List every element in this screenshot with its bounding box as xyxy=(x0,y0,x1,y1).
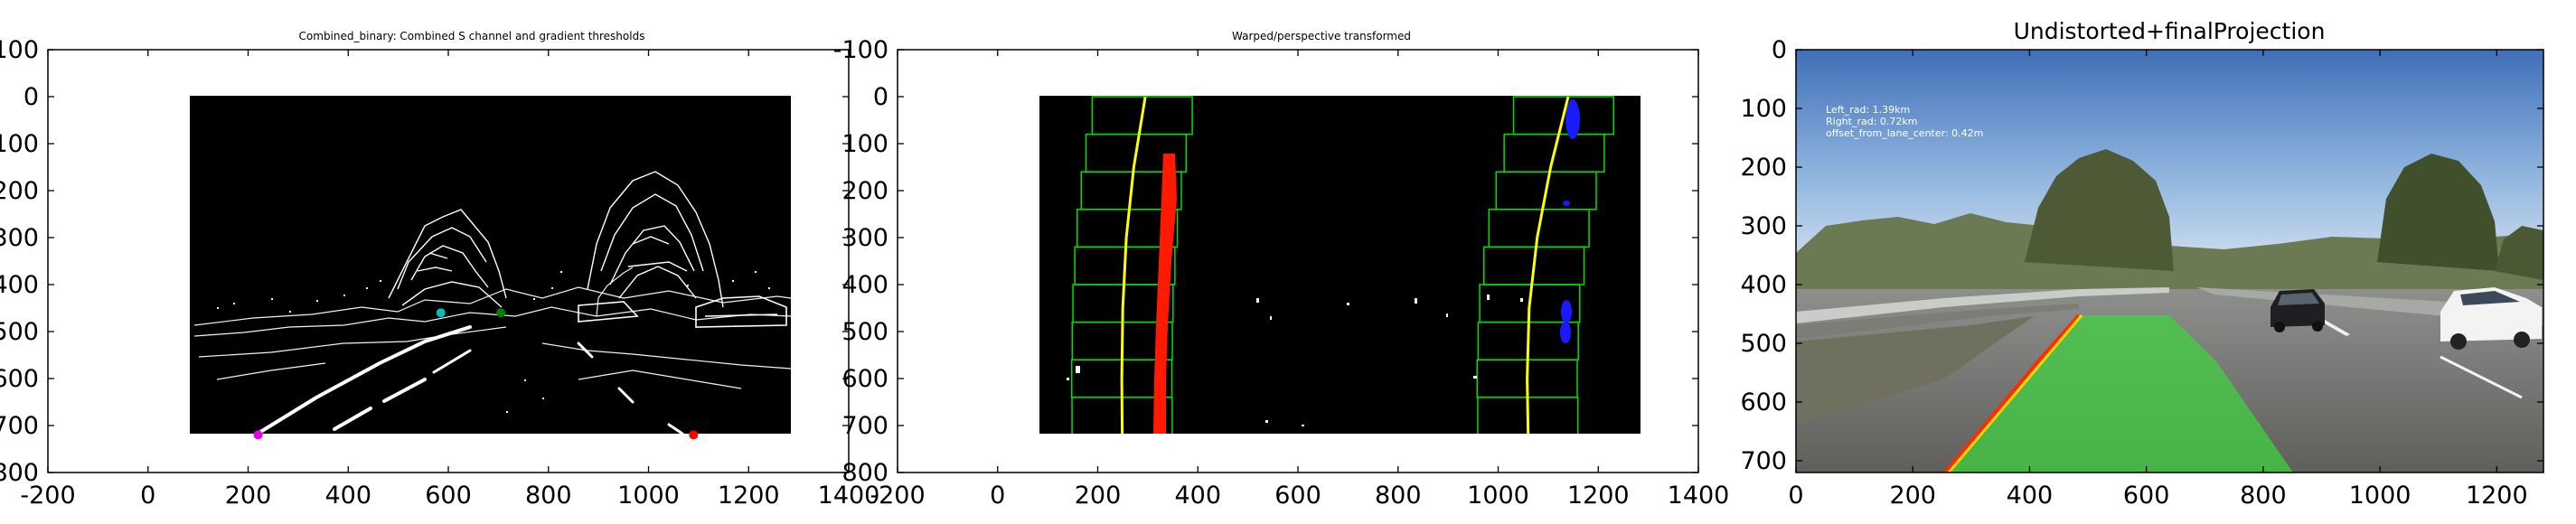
lane-fit-left xyxy=(1120,96,1147,434)
panel-final-projection: Undistorted+finalProjection xyxy=(1740,18,2544,510)
y-tick-label: 300 xyxy=(841,224,888,252)
left-radius-text: Left_rad: 1.39km xyxy=(1826,104,1910,116)
y-tick-label: -100 xyxy=(0,36,39,64)
panel-warped: Warped/perspective transformed xyxy=(833,30,1730,510)
radius-annotations: Left_rad: 1.39km Right_rad: 0.72km offse… xyxy=(1826,104,1983,139)
left-lane-pixels xyxy=(1153,154,1177,434)
y-tick-label: 100 xyxy=(0,130,39,158)
source-point xyxy=(436,308,446,318)
panel1-title: Combined_binary: Combined S channel and … xyxy=(299,30,645,42)
x-tick-label: 400 xyxy=(1174,482,1221,510)
x-tick-label: 1200 xyxy=(1567,482,1630,510)
x-tick-label: 0 xyxy=(140,482,155,510)
x-tick-label: -200 xyxy=(870,482,925,510)
panel1-ticks: -200 0 200 400 600 800 1000 1200 1400 -100 0 100 200… xyxy=(0,36,879,510)
y-tick-label: 700 xyxy=(0,412,39,440)
x-tick-label: 600 xyxy=(1274,482,1321,510)
right-radius-text: Right_rad: 0.72km xyxy=(1826,116,1918,127)
source-point xyxy=(689,430,699,440)
right-lane-pixels xyxy=(1560,99,1580,343)
y-tick-label: 100 xyxy=(841,130,888,158)
warped-image xyxy=(1039,96,1641,434)
lane-fit-lines xyxy=(1120,96,1570,434)
y-tick-label: 400 xyxy=(0,271,39,299)
y-tick-label: 0 xyxy=(1772,36,1787,64)
x-tick-label: -200 xyxy=(20,482,75,510)
x-tick-label: 0 xyxy=(1788,482,1803,510)
y-tick-label: 600 xyxy=(0,365,39,393)
x-tick-label: 800 xyxy=(525,482,572,510)
lane-fit-right xyxy=(1526,96,1570,434)
x-tick-label: 400 xyxy=(324,482,371,510)
y-tick-label: -100 xyxy=(833,36,888,64)
y-tick-label: 300 xyxy=(0,224,39,252)
x-tick-label: 1400 xyxy=(818,482,880,510)
x-tick-label: 1400 xyxy=(1668,482,1730,510)
y-tick-label: 600 xyxy=(1740,388,1787,416)
panel3-title: Undistorted+finalProjection xyxy=(2014,18,2326,44)
x-tick-label: 200 xyxy=(1889,482,1936,510)
y-tick-label: 700 xyxy=(841,412,888,440)
x-tick-label: 0 xyxy=(990,482,1005,510)
y-tick-label: 700 xyxy=(1740,447,1787,475)
y-tick-label: 800 xyxy=(0,459,39,487)
lane-polygon xyxy=(1945,315,2293,473)
x-tick-label: 800 xyxy=(2240,482,2287,510)
y-tick-label: 300 xyxy=(1740,212,1787,240)
lane-offset-text: offset_from_lane_center: 0.42m xyxy=(1826,127,1983,139)
x-tick-label: 800 xyxy=(1375,482,1422,510)
y-tick-label: 200 xyxy=(841,177,888,205)
y-tick-label: 500 xyxy=(1740,330,1787,358)
panel2-ticks: -200 0 200 400 600 800 1000 1200 1400 -100 0 100 200… xyxy=(833,36,1730,510)
source-point xyxy=(496,308,506,318)
source-points xyxy=(253,308,699,440)
x-tick-label: 400 xyxy=(2007,482,2054,510)
binary-image xyxy=(190,96,791,434)
y-tick-label: 600 xyxy=(841,365,888,393)
y-tick-label: 400 xyxy=(841,271,888,299)
y-tick-label: 500 xyxy=(0,318,39,346)
x-tick-label: 1200 xyxy=(718,482,780,510)
panel-combined-binary: Combined_binary: Combined S channel and … xyxy=(0,30,879,510)
sliding-window xyxy=(1091,96,1193,136)
car-right xyxy=(2440,287,2542,350)
y-tick-label: 800 xyxy=(841,459,888,487)
y-tick-label: 0 xyxy=(24,83,39,111)
panel2-title: Warped/perspective transformed xyxy=(1232,30,1411,42)
y-tick-label: 200 xyxy=(0,177,39,205)
y-tick-label: 400 xyxy=(1740,271,1787,299)
x-tick-label: 600 xyxy=(2123,482,2170,510)
source-point xyxy=(253,430,263,440)
car-middle xyxy=(2270,289,2325,332)
x-tick-label: 200 xyxy=(225,482,272,510)
sliding-window xyxy=(1512,96,1614,136)
x-tick-label: 1000 xyxy=(617,482,680,510)
panel3-ticks: 0 200 400 600 800 1000 1200 0 100 200 300 400 500 600… xyxy=(1740,36,2543,510)
y-tick-label: 200 xyxy=(1740,154,1787,182)
x-tick-label: 1000 xyxy=(1467,482,1529,510)
x-tick-label: 600 xyxy=(425,482,472,510)
x-tick-label: 1200 xyxy=(2466,482,2528,510)
y-tick-label: 100 xyxy=(1740,95,1787,123)
y-tick-label: 500 xyxy=(841,318,888,346)
y-tick-label: 0 xyxy=(873,83,888,111)
panel3-frame xyxy=(1795,49,2544,473)
x-tick-label: 1000 xyxy=(2349,482,2411,510)
road-photo: Left_rad: 1.39km Right_rad: 0.72km offse… xyxy=(1796,50,2543,473)
x-tick-label: 200 xyxy=(1075,482,1122,510)
